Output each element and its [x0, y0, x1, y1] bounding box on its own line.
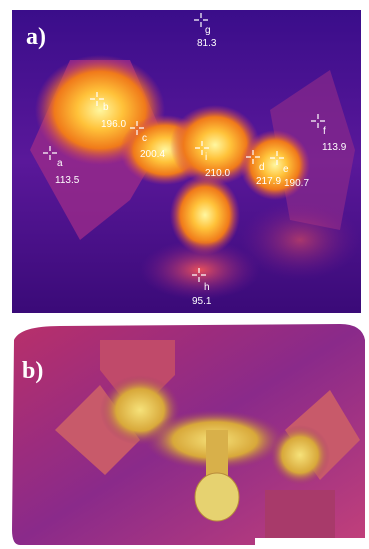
figure: a) a 113.5 b 196.0 c 200.4 d 217.9e 190.7 f 113.9 g… — [0, 0, 369, 549]
page: a) a 113.5 b 196.0 c 200.4 d 217.9e 190.7 f 113.9 g… — [0, 0, 369, 549]
point-value: 113.9 — [322, 142, 347, 153]
point-value: 81.3 — [197, 38, 217, 49]
point-value: 217.9 — [256, 176, 281, 187]
point-value: 95.1 — [192, 296, 212, 307]
point-label: h — [204, 282, 210, 293]
point-label: b — [103, 102, 109, 113]
point-value: 210.0 — [205, 168, 230, 179]
point-label: i — [205, 152, 207, 163]
point-value: 196.0 — [101, 119, 126, 130]
point-label: d — [259, 162, 265, 173]
simulation-image — [8, 323, 369, 549]
point-value: 190.7 — [284, 178, 309, 189]
point-label: e — [283, 164, 289, 175]
panel-label: b) — [22, 358, 43, 384]
point-label: f — [323, 126, 326, 137]
point-label: c — [142, 133, 147, 144]
thermal-image — [12, 10, 361, 313]
point-label: a — [57, 158, 63, 169]
point-value: 200.4 — [140, 149, 165, 160]
panel-label: a) — [26, 24, 46, 50]
point-value: 113.5 — [55, 175, 80, 186]
point-label: g — [205, 25, 211, 36]
